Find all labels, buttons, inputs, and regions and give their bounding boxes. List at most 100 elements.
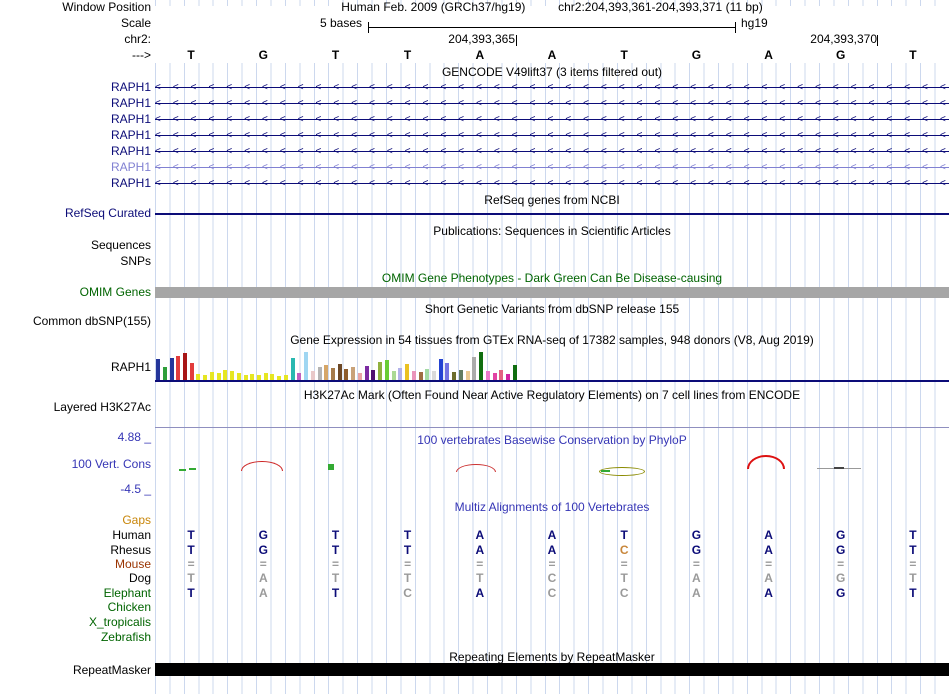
gtex-bar[interactable]	[472, 357, 477, 380]
gtex-bar[interactable]	[317, 367, 322, 380]
gtex-bar[interactable]	[176, 356, 181, 380]
multiz-title[interactable]: Multiz Alignments of 100 Vertebrates	[454, 500, 650, 514]
gtex-bar[interactable]	[337, 364, 342, 380]
h3k27ac-title[interactable]: H3K27Ac Mark (Often Found Near Active Re…	[303, 388, 801, 402]
gtex-bar[interactable]	[452, 372, 457, 380]
species-label-zebrafish[interactable]: Zebrafish	[100, 630, 151, 644]
species-label-rhesus[interactable]: Rhesus	[110, 543, 151, 557]
gtex-bar[interactable]	[290, 358, 295, 380]
track-label-refseq-curated[interactable]: RefSeq Curated	[64, 206, 151, 220]
repeatmasker-title[interactable]: Repeating Elements by RepeatMasker	[449, 650, 655, 664]
gtex-bar[interactable]	[405, 364, 409, 380]
gtex-bar[interactable]	[384, 360, 389, 380]
gene-model-row[interactable]: <<<<<<<<<<<<<<<<<<<<<<<<<<<<<<<<<<<<<<<<…	[155, 130, 949, 142]
gtex-bar[interactable]	[162, 367, 167, 380]
track-label-raph1[interactable]: RAPH1	[110, 176, 151, 190]
gtex-bar[interactable]	[263, 373, 268, 380]
gtex-bar[interactable]	[277, 376, 282, 380]
gtex-bar[interactable]	[216, 373, 221, 380]
track-label-raph1[interactable]: RAPH1	[110, 80, 151, 94]
species-label-elephant[interactable]: Elephant	[103, 586, 151, 600]
gtex-bar[interactable]	[297, 373, 302, 380]
gtex-bar[interactable]	[243, 375, 248, 380]
alignment-letter: =	[765, 557, 773, 571]
gtex-bar[interactable]	[506, 374, 510, 380]
gene-model-row[interactable]: <<<<<<<<<<<<<<<<<<<<<<<<<<<<<<<<<<<<<<<<…	[155, 82, 949, 94]
gtex-bar[interactable]	[485, 371, 490, 380]
gtex-bar[interactable]	[479, 352, 483, 380]
gene-model-row[interactable]: <<<<<<<<<<<<<<<<<<<<<<<<<<<<<<<<<<<<<<<<…	[155, 146, 949, 158]
gtex-bar[interactable]	[169, 358, 174, 380]
track-label-raph1[interactable]: RAPH1	[110, 128, 151, 142]
species-label-human[interactable]: Human	[112, 528, 151, 542]
refseq-curated-track-line[interactable]	[155, 213, 949, 215]
gtex-bar[interactable]	[344, 369, 349, 380]
species-label-x-tropicalis[interactable]: X_tropicalis	[88, 615, 151, 629]
phylop-title[interactable]: 100 vertebrates Basewise Conservation by…	[417, 433, 687, 447]
gtex-bar[interactable]	[230, 371, 234, 380]
gene-model-row[interactable]: <<<<<<<<<<<<<<<<<<<<<<<<<<<<<<<<<<<<<<<<…	[155, 162, 949, 174]
gtex-bar[interactable]	[196, 374, 201, 380]
gene-model-row[interactable]: <<<<<<<<<<<<<<<<<<<<<<<<<<<<<<<<<<<<<<<<…	[155, 178, 949, 190]
gtex-bar[interactable]	[351, 367, 356, 380]
track-label-gaps[interactable]: Gaps	[122, 513, 151, 527]
gtex-bar[interactable]	[438, 359, 443, 380]
refseq-title[interactable]: RefSeq genes from NCBI	[484, 193, 620, 207]
gtex-bar[interactable]	[425, 369, 430, 380]
track-label-gtex-raph1[interactable]: RAPH1	[110, 360, 151, 374]
gtex-bar[interactable]	[512, 365, 517, 380]
gtex-bar[interactable]	[304, 352, 309, 380]
track-label-raph1[interactable]: RAPH1	[110, 160, 151, 174]
gtex-bar[interactable]	[331, 368, 335, 380]
gtex-bar[interactable]	[492, 373, 497, 380]
track-label-100-vert-cons[interactable]: 100 Vert. Cons	[71, 457, 151, 471]
gtex-bar[interactable]	[418, 372, 423, 380]
gtex-bar[interactable]	[209, 372, 214, 380]
gtex-bar[interactable]	[236, 373, 241, 380]
gtex-bar[interactable]	[357, 373, 362, 380]
track-label-raph1[interactable]: RAPH1	[110, 144, 151, 158]
omim-title[interactable]: OMIM Gene Phenotypes - Dark Green Can Be…	[381, 271, 723, 285]
track-label-omim-genes[interactable]: OMIM Genes	[79, 285, 151, 299]
track-label-layered-h3k27ac[interactable]: Layered H3K27Ac	[53, 400, 151, 414]
gtex-title[interactable]: Gene Expression in 54 tissues from GTEx …	[290, 333, 814, 347]
track-label-snps[interactable]: SNPs	[120, 254, 151, 268]
track-label-common-dbsnp[interactable]: Common dbSNP(155)	[32, 314, 151, 328]
track-label-repeatmasker[interactable]: RepeatMasker	[72, 663, 151, 677]
track-label-raph1[interactable]: RAPH1	[110, 112, 151, 126]
gene-model-row[interactable]: <<<<<<<<<<<<<<<<<<<<<<<<<<<<<<<<<<<<<<<<…	[155, 98, 949, 110]
gtex-bar[interactable]	[256, 375, 261, 380]
species-label-chicken[interactable]: Chicken	[107, 600, 151, 614]
gtex-bar[interactable]	[378, 362, 383, 380]
track-label-sequences[interactable]: Sequences	[90, 238, 151, 252]
species-label-dog[interactable]: Dog	[128, 571, 151, 585]
gtex-bar[interactable]	[411, 371, 416, 380]
gtex-bar[interactable]	[189, 363, 194, 380]
gtex-bar[interactable]	[203, 375, 208, 380]
omim-track-bar[interactable]	[155, 287, 949, 298]
species-label-mouse[interactable]: Mouse	[114, 557, 151, 571]
gtex-bar[interactable]	[458, 370, 463, 380]
gtex-bar[interactable]	[250, 374, 255, 380]
gtex-bar[interactable]	[270, 374, 275, 380]
gtex-bar[interactable]	[391, 371, 396, 380]
gtex-bar[interactable]	[223, 370, 228, 380]
gtex-bar[interactable]	[283, 375, 288, 380]
gtex-bar[interactable]	[156, 359, 160, 380]
gtex-bar[interactable]	[499, 370, 504, 380]
gtex-bar[interactable]	[465, 371, 470, 380]
gencode-title[interactable]: GENCODE V49lift37 (3 items filtered out)	[441, 65, 663, 79]
track-label-raph1[interactable]: RAPH1	[110, 96, 151, 110]
gtex-bar[interactable]	[324, 365, 329, 380]
gene-model-row[interactable]: <<<<<<<<<<<<<<<<<<<<<<<<<<<<<<<<<<<<<<<<…	[155, 114, 949, 126]
gtex-bar[interactable]	[371, 370, 376, 380]
gtex-bar[interactable]	[182, 353, 187, 380]
publications-title[interactable]: Publications: Sequences in Scientific Ar…	[433, 224, 671, 238]
gtex-bar[interactable]	[398, 368, 403, 380]
repeatmasker-track-bar[interactable]	[155, 663, 949, 676]
dbsnp-title[interactable]: Short Genetic Variants from dbSNP releas…	[424, 302, 680, 316]
gtex-bar[interactable]	[445, 363, 450, 380]
gtex-bar[interactable]	[310, 371, 315, 380]
gtex-bar[interactable]	[364, 366, 369, 380]
gtex-bar[interactable]	[431, 371, 436, 380]
